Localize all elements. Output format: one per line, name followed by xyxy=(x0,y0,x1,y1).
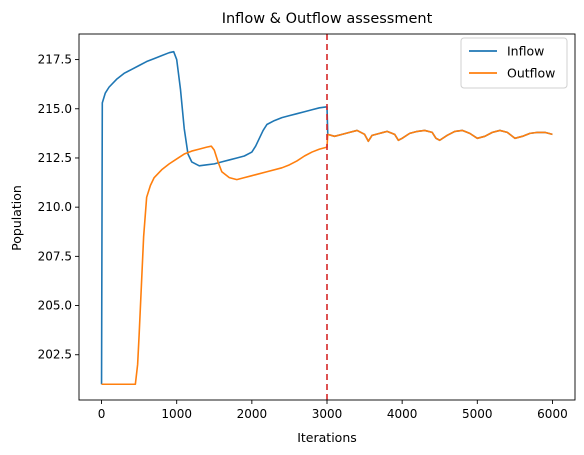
x-tick-label: 0 xyxy=(98,407,106,421)
y-tick-label: 215.0 xyxy=(38,102,72,116)
x-axis-label: Iterations xyxy=(297,430,357,445)
x-tick-label: 6000 xyxy=(537,407,568,421)
plot-area xyxy=(102,34,553,400)
y-tick-label: 212.5 xyxy=(38,151,72,165)
legend-label-inflow: Inflow xyxy=(507,44,544,59)
y-tick-label: 207.5 xyxy=(38,249,72,263)
axes: 0 1000 2000 3000 4000 5000 6000 202.5 205.0 207.5… xyxy=(38,34,575,421)
y-axis-label: Population xyxy=(9,185,24,251)
x-tick-label: 3000 xyxy=(312,407,343,421)
x-tick-label: 2000 xyxy=(237,407,268,421)
x-tick-label: 5000 xyxy=(462,407,493,421)
chart-title: Inflow & Outflow assessment xyxy=(222,11,433,27)
x-tick-label: 1000 xyxy=(161,407,192,421)
x-tick-label: 4000 xyxy=(387,407,418,421)
y-tick-label: 217.5 xyxy=(38,53,72,67)
y-tick-label: 205.0 xyxy=(38,299,72,313)
legend: Inflow Outflow xyxy=(461,38,567,88)
legend-label-outflow: Outflow xyxy=(507,66,555,81)
y-tick-label: 202.5 xyxy=(38,348,72,362)
y-tick-label: 210.0 xyxy=(38,200,72,214)
